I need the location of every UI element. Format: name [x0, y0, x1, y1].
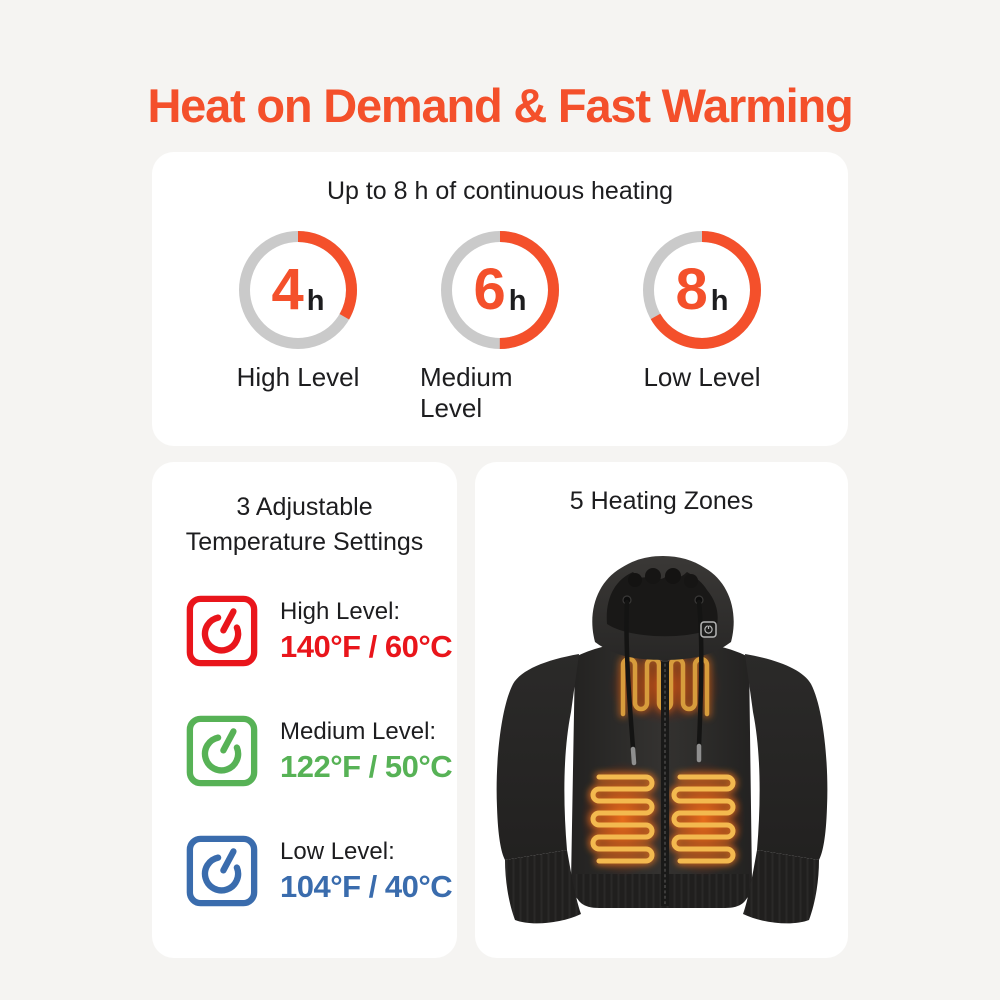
hours-value: 8: [675, 257, 708, 322]
hours-unit: h: [508, 284, 527, 317]
level-row-high: High Level: 140°F / 60°C: [185, 594, 453, 668]
ring-label: Medium Level: [420, 362, 513, 423]
donut-ring: 4 h: [239, 231, 357, 349]
duration-ring-low: 8 h Low Level: [622, 231, 782, 424]
ring-chart-icon: [441, 231, 559, 349]
power-icon: [185, 594, 259, 668]
duration-rings: 4 h High Level 6 h Medium Level: [152, 231, 848, 424]
level-temperature: 104°F / 40°C: [280, 868, 453, 904]
zipper: [660, 640, 670, 906]
heating-zones-card: 5 Heating Zones: [475, 462, 848, 958]
drawstrings: [622, 595, 704, 766]
heated-hoodie-image: [475, 542, 848, 948]
hoodie-right-sleeve: [745, 654, 828, 860]
level-label: Medium Level:: [280, 717, 437, 745]
settings-card-heading: 3 Adjustable Temperature Settings: [152, 490, 457, 560]
heating-card-heading: Up to 8 h of continuous heating: [326, 177, 674, 205]
ring-label: High Level: [236, 362, 360, 392]
level-row-medium: Medium Level: 122°F / 50°C: [185, 714, 453, 788]
level-row-low: Low Level: 104°F / 40°C: [185, 834, 453, 908]
ring-chart-icon: [643, 231, 761, 349]
level-temperature: 122°F / 50°C: [280, 748, 453, 784]
hours-unit: h: [306, 284, 325, 317]
ring-chart-icon: [239, 231, 357, 349]
continuous-heating-card: Up to 8 h of continuous heating 4 h High…: [152, 152, 848, 446]
right-pocket-heating-zone: [661, 761, 746, 877]
duration-ring-medium: 6 h Medium Level: [420, 231, 580, 424]
level-label: Low Level:: [280, 837, 395, 865]
power-icon: [185, 834, 259, 908]
hoodie-right-cuff: [743, 850, 819, 924]
hours-value: 4: [271, 257, 304, 322]
ring-label: Low Level: [643, 362, 761, 392]
hours-unit: h: [710, 284, 729, 317]
donut-ring: 8 h: [643, 231, 761, 349]
donut-ring: 6 h: [441, 231, 559, 349]
hours-value: 6: [473, 257, 506, 322]
level-label: High Level:: [280, 597, 401, 625]
settings-heading-line2: Temperature Settings: [185, 528, 424, 556]
hoodie-left-cuff: [505, 850, 581, 924]
hood-lining: [606, 572, 718, 637]
left-pocket-heating-zone: [580, 761, 665, 877]
zones-card-heading: 5 Heating Zones: [569, 487, 754, 515]
page-title: Heat on Demand & Fast Warming: [147, 79, 853, 132]
duration-ring-high: 4 h High Level: [218, 231, 378, 424]
hoodie-left-sleeve: [496, 654, 579, 860]
temperature-settings-card: 3 Adjustable Temperature Settings High L…: [152, 462, 457, 958]
power-icon: [185, 714, 259, 788]
level-temperature: 140°F / 60°C: [280, 628, 453, 664]
settings-heading-line1: 3 Adjustable: [236, 493, 373, 521]
jacket-control-button: [700, 621, 717, 638]
